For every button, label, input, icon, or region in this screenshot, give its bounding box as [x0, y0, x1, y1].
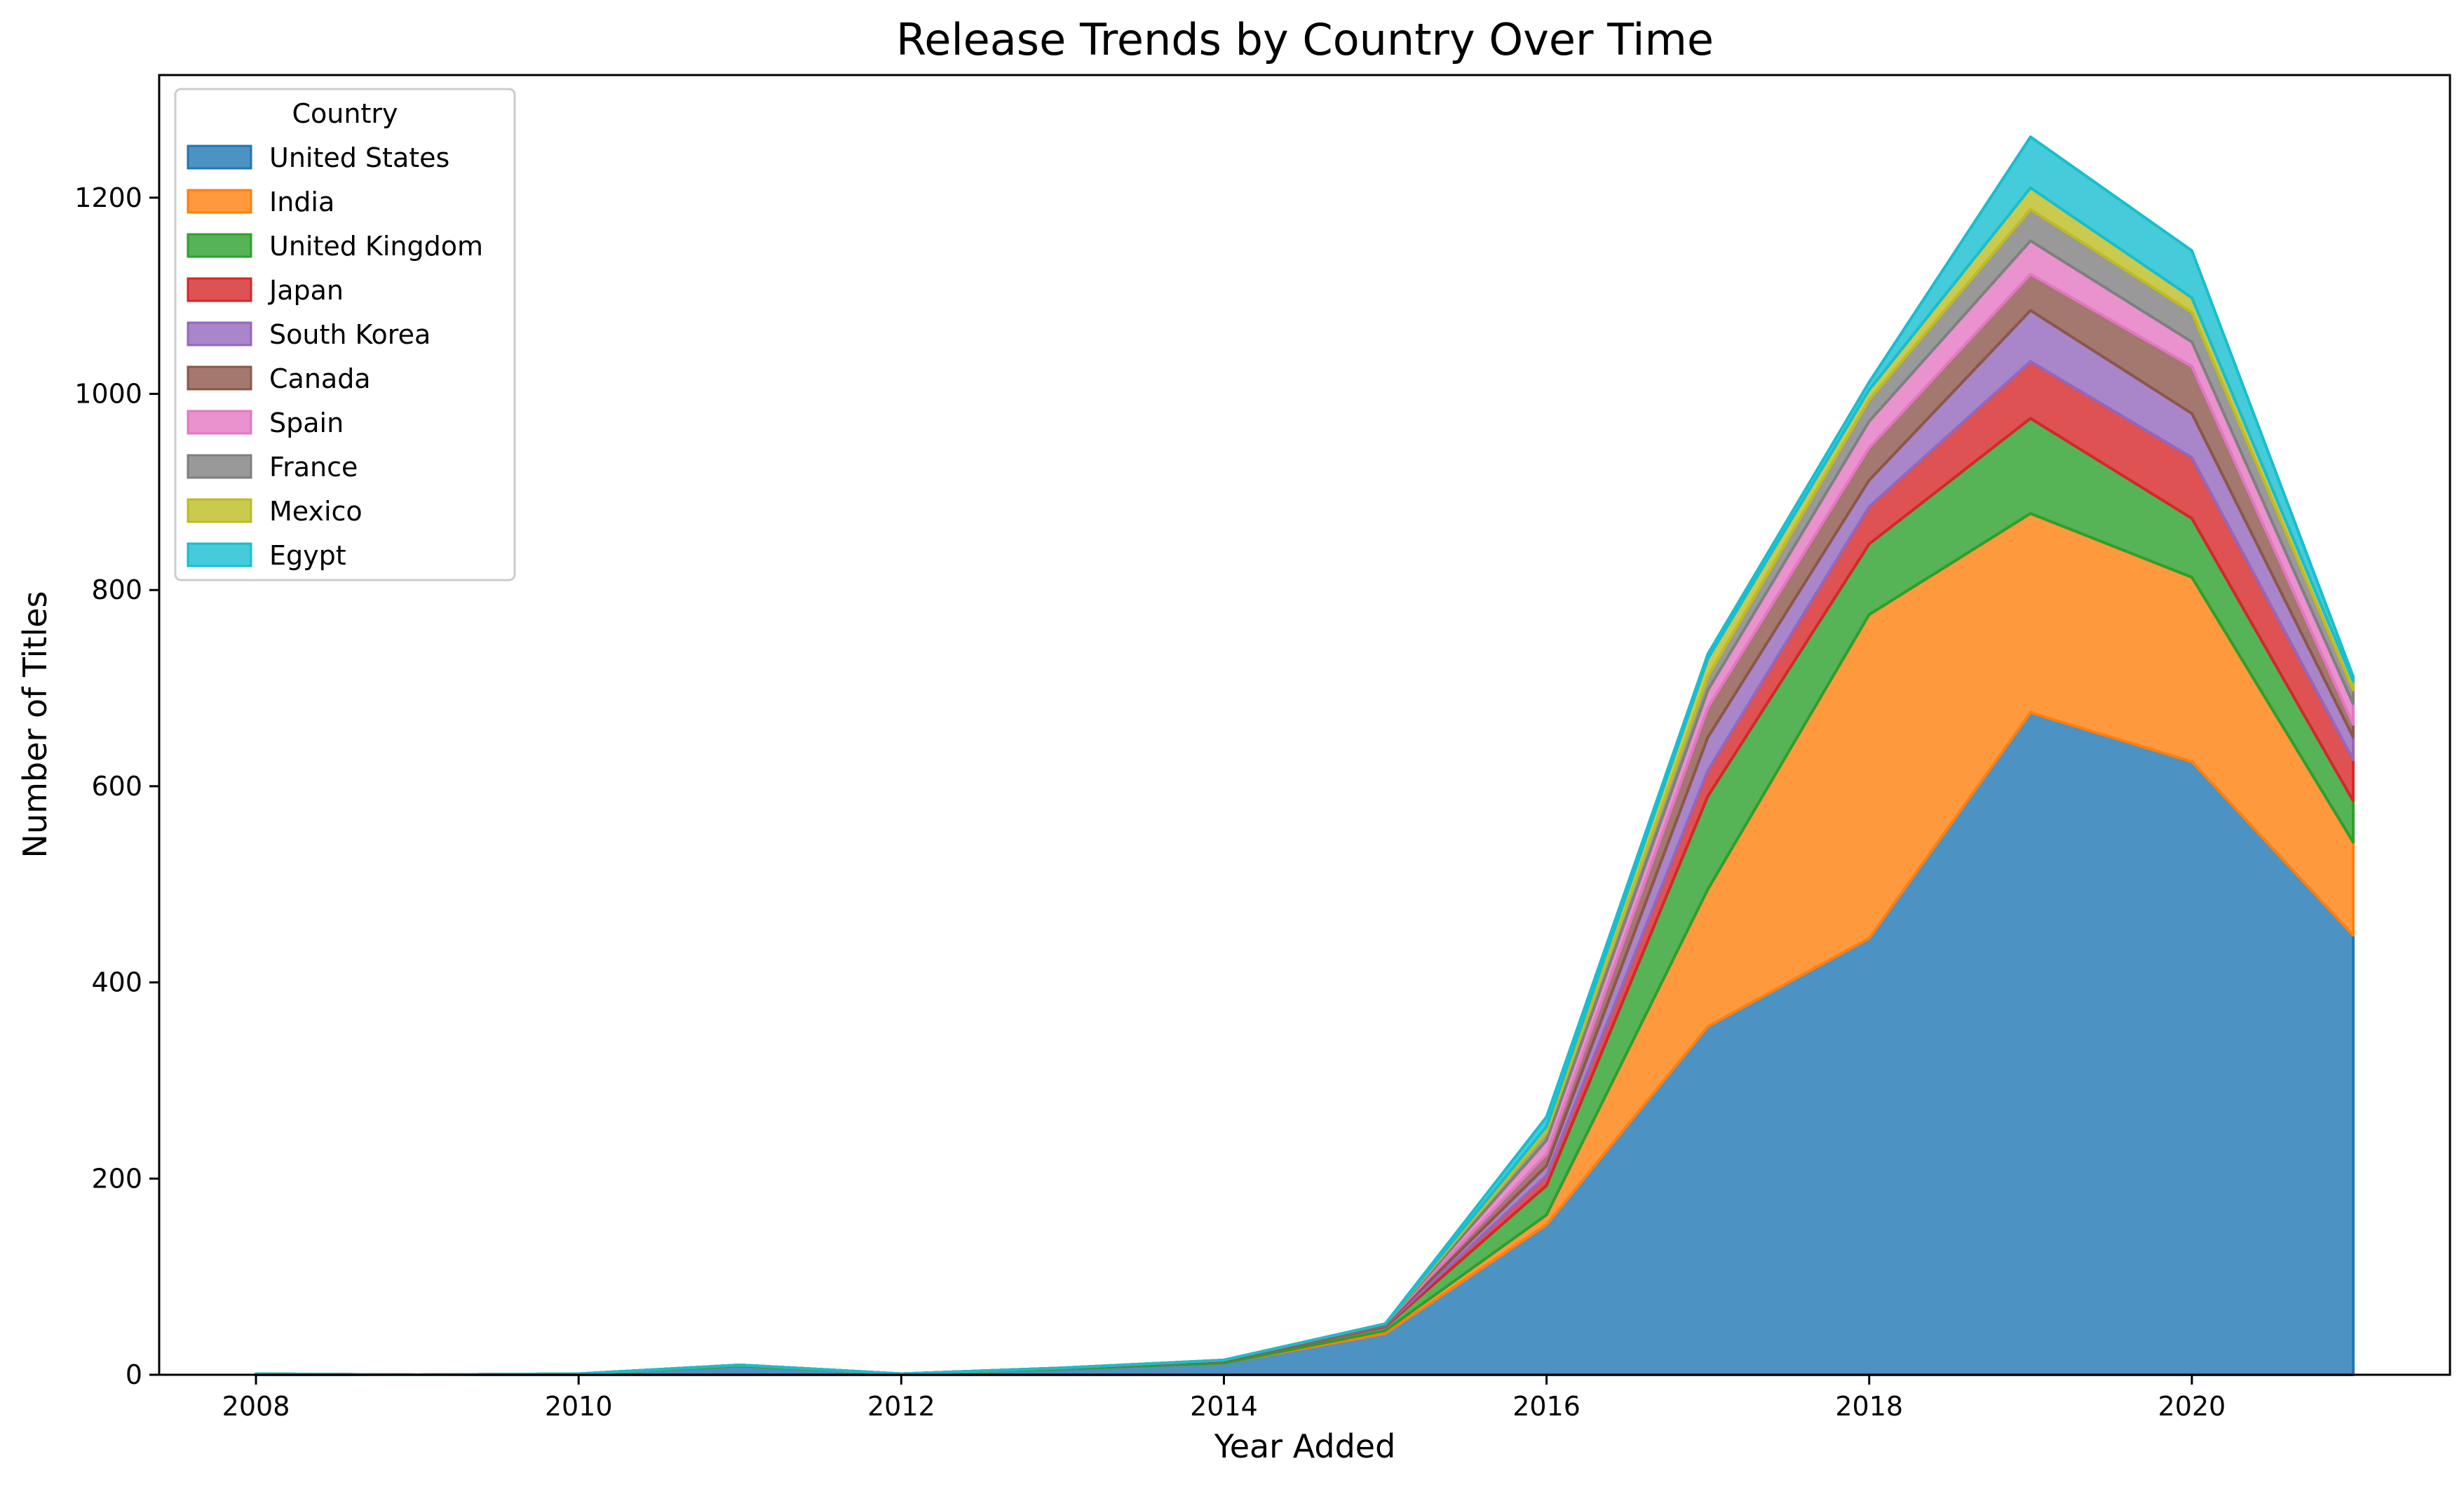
y-tick-label: 800 [91, 574, 142, 605]
legend-title: Country [292, 98, 398, 129]
y-tick-label: 200 [91, 1163, 142, 1194]
legend-swatch-south-korea [187, 321, 252, 346]
x-tick-label: 2012 [867, 1391, 935, 1422]
legend-label-united-kingdom: United Kingdom [269, 231, 483, 262]
legend: Country United States India United Kingdom… [174, 88, 516, 581]
legend-label-france: France [269, 452, 358, 483]
y-axis: 0 200 400 600 800 1000 1200 [74, 182, 159, 1390]
legend-label-india: India [269, 187, 334, 217]
legend-swatch-spain [187, 410, 252, 435]
legend-swatch-united-states [187, 144, 252, 170]
legend-label-mexico: Mexico [269, 496, 363, 527]
x-axis-label: Year Added [1214, 1427, 1396, 1465]
legend-label-japan: Japan [268, 275, 344, 306]
legend-box [174, 88, 516, 581]
y-tick-label: 400 [91, 967, 142, 998]
legend-swatch-mexico [187, 498, 252, 523]
area-egypt [255, 135, 2355, 1376]
legend-label-egypt: Egypt [269, 540, 346, 571]
legend-swatch-canada [187, 365, 252, 391]
y-tick-label: 1000 [74, 379, 142, 410]
legend-label-south-korea: South Korea [269, 319, 431, 350]
area-layers [255, 135, 2355, 1376]
chart-title: Release Trends by Country Over Time [896, 14, 1714, 65]
legend-label-united-states: United States [269, 142, 449, 173]
legend-swatch-india [187, 189, 252, 214]
legend-swatch-united-kingdom [187, 233, 252, 258]
legend-label-canada: Canada [269, 363, 371, 394]
legend-swatch-japan [187, 277, 252, 302]
x-tick-label: 2020 [2158, 1391, 2226, 1422]
legend-swatch-egypt [187, 542, 252, 567]
x-tick-label: 2014 [1190, 1391, 1258, 1422]
y-tick-label: 0 [126, 1359, 142, 1390]
y-tick-label: 1200 [74, 182, 142, 213]
x-tick-label: 2008 [222, 1391, 290, 1422]
y-axis-label: Number of Titles [16, 591, 54, 859]
x-tick-label: 2016 [1512, 1391, 1580, 1422]
plot-frame [158, 74, 2451, 1376]
legend-swatch-france [187, 454, 252, 479]
x-tick-label: 2018 [1835, 1391, 1903, 1422]
legend-items: United States India United Kingdom Japan Sou… [187, 142, 483, 571]
y-tick-label: 600 [91, 771, 142, 802]
x-tick-label: 2010 [545, 1391, 613, 1422]
legend-label-spain: Spain [269, 408, 344, 438]
x-axis: 2008 2010 2012 2014 2016 2018 2020 [222, 1375, 2226, 1422]
